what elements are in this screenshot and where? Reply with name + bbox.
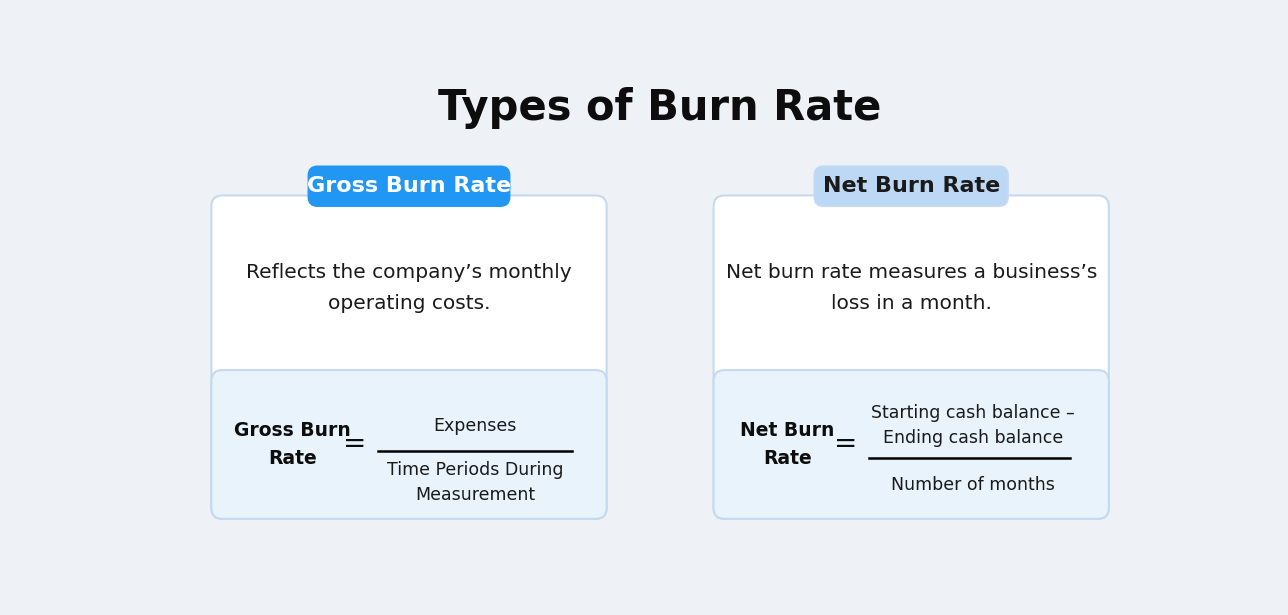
Text: Net burn rate measures a business’s
loss in a month.: Net burn rate measures a business’s loss… (725, 263, 1097, 313)
Text: Gross Burn
Rate: Gross Burn Rate (234, 421, 352, 468)
Text: Gross Burn Rate: Gross Burn Rate (307, 177, 511, 196)
Text: Types of Burn Rate: Types of Burn Rate (438, 87, 882, 129)
Text: Starting cash balance –
Ending cash balance: Starting cash balance – Ending cash bala… (871, 405, 1075, 448)
FancyBboxPatch shape (714, 196, 1109, 519)
Text: Number of months: Number of months (891, 475, 1055, 493)
FancyBboxPatch shape (211, 196, 607, 519)
FancyBboxPatch shape (211, 370, 607, 519)
FancyBboxPatch shape (308, 166, 510, 206)
Text: Reflects the company’s monthly
operating costs.: Reflects the company’s monthly operating… (246, 263, 572, 313)
Text: =: = (833, 430, 857, 458)
Text: Time Periods During
Measurement: Time Periods During Measurement (386, 461, 563, 504)
FancyBboxPatch shape (814, 166, 1009, 206)
Text: Net Burn
Rate: Net Burn Rate (741, 421, 835, 468)
Text: Net Burn Rate: Net Burn Rate (823, 177, 999, 196)
FancyBboxPatch shape (714, 370, 1109, 519)
Text: =: = (343, 430, 367, 458)
Text: Expenses: Expenses (433, 417, 516, 435)
